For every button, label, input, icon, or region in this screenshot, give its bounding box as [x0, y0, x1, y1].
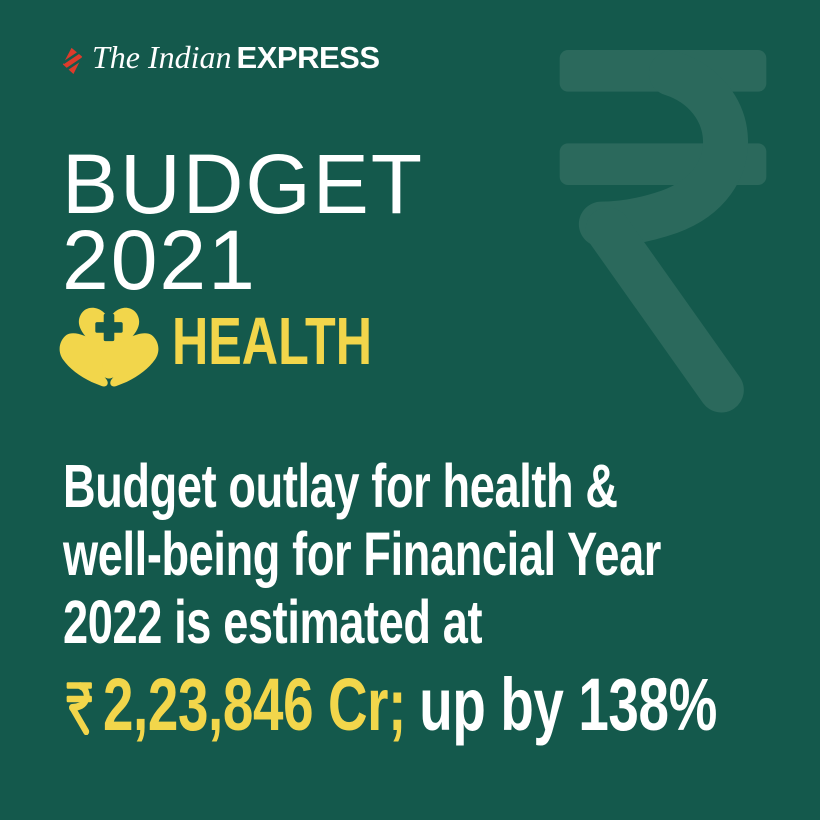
- headline-amount-line: 2,23,846 Cr; up by 138%: [63, 664, 820, 746]
- budget-amount-value: 2,23,846 Cr;: [102, 663, 406, 746]
- headline-text: Budget outlay for health & well-being fo…: [63, 452, 820, 746]
- heart-in-hands-icon: [59, 307, 159, 387]
- brand-sans-text: EXPRESS: [236, 40, 380, 75]
- category-label: HEALTH: [172, 304, 373, 379]
- medical-plus-icon: [95, 313, 123, 342]
- title-line-year: 2021: [62, 213, 257, 307]
- category-row: HEALTH: [56, 290, 439, 394]
- rupee-sign-icon: [66, 681, 92, 735]
- title-line-budget: BUDGET: [62, 137, 425, 231]
- page-title: BUDGET 2021: [62, 137, 425, 307]
- indian-express-emblem-icon: [62, 47, 84, 75]
- left-hand-shape: [59, 333, 118, 387]
- publisher-wordmark: The Indian EXPRESS: [92, 40, 380, 81]
- publisher-logo: The Indian EXPRESS: [60, 40, 380, 81]
- budget-increase-value: up by 138%: [419, 663, 717, 746]
- rupee-watermark-icon: [559, 50, 767, 413]
- headline-line-3: 2022 is estimated at: [63, 588, 483, 656]
- rupee-leg: [585, 207, 744, 413]
- brand-serif-text: The Indian: [92, 39, 232, 75]
- headline-line-2: well-being for Financial Year: [63, 520, 662, 588]
- headline-line-1: Budget outlay for health &: [63, 452, 618, 520]
